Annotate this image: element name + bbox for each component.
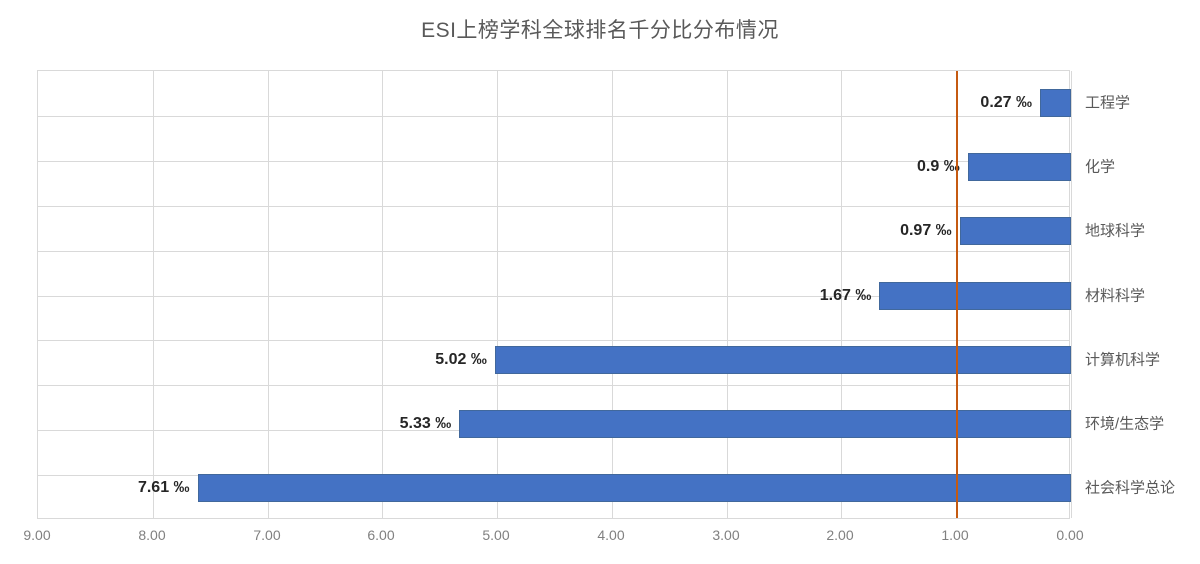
x-axis-tick-label: 6.00 (367, 527, 395, 543)
category-label: 材料科学 (1085, 287, 1146, 304)
x-axis-tick-label: 0.00 (1056, 527, 1084, 543)
gridline-vertical (841, 71, 842, 518)
gridline-vertical (153, 71, 154, 518)
bar[interactable] (494, 345, 1071, 374)
bar[interactable] (879, 281, 1071, 310)
gridline-horizontal (38, 251, 1069, 252)
bar[interactable] (1040, 89, 1071, 118)
gridline-horizontal (38, 116, 1069, 117)
plot-area: 0.27 ‰ 0.9 ‰ 0.97 ‰ 1.67 ‰ 5.02 ‰ 5.33 ‰ 7.61 … (37, 70, 1072, 519)
bar-value-label: 1.67 ‰ (819, 286, 872, 304)
x-axis-tick-label: 1.00 (941, 527, 969, 543)
x-axis-tick-label: 9.00 (23, 527, 51, 543)
reference-line-layer (38, 71, 1069, 518)
x-axis-tick-label: 7.00 (253, 527, 281, 543)
bars-layer: 0.27 ‰ 0.9 ‰ 0.97 ‰ 1.67 ‰ 5.02 ‰ 5.33 ‰ 7.61 … (38, 71, 1071, 518)
gridline-vertical (727, 71, 728, 518)
bar-value-label: 7.61 ‰ (137, 478, 190, 496)
bar-value-label: 0.27 ‰ (980, 94, 1033, 112)
category-label: 环境/生态学 (1085, 415, 1165, 433)
gridline-vertical (268, 71, 269, 518)
bar-value-label: 5.33 ‰ (399, 414, 452, 432)
bar[interactable] (197, 473, 1071, 502)
x-axis-tick-labels: 9.00 8.00 7.00 6.00 5.00 4.00 3.00 2.00 1.00 0.00 (23, 527, 1083, 553)
category-label: 工程学 (1085, 94, 1131, 112)
gridline-vertical (1071, 71, 1072, 518)
chart-title: ESI上榜学科全球排名千分比分布情况 (421, 19, 779, 42)
gridline-horizontal (38, 340, 1069, 341)
gridline-vertical (382, 71, 383, 518)
gridline-vertical (612, 71, 613, 518)
category-label: 计算机科学 (1085, 351, 1161, 369)
category-label: 社会科学总论 (1085, 479, 1176, 497)
x-axis-tick-label: 4.00 (597, 527, 625, 543)
bar-value-label: 0.97 ‰ (900, 222, 952, 240)
category-axis-labels: 工程学化学地球科学材料科学计算机科学环境/生态学 社会科学总论 (1085, 70, 1200, 519)
category-label: 化学 (1085, 158, 1116, 176)
reference-line (956, 71, 958, 518)
bar-value-label: 0.9 ‰ (917, 158, 960, 176)
category-label: 地球科学 (1085, 222, 1146, 240)
bar[interactable] (959, 217, 1071, 246)
x-axis-tick-label: 2.00 (826, 527, 854, 543)
x-axis-tick-label: 5.00 (482, 527, 510, 543)
bar[interactable] (459, 409, 1071, 438)
bar-value-label: 5.02 ‰ (435, 350, 487, 368)
bar[interactable] (967, 153, 1071, 182)
x-axis-tick-label: 3.00 (712, 527, 740, 543)
gridline-vertical (497, 71, 498, 518)
gridline-horizontal (38, 206, 1069, 207)
x-axis-tick-label: 8.00 (138, 527, 166, 543)
gridline-horizontal (38, 385, 1069, 386)
gridline-horizontal (38, 161, 1069, 162)
gridline-horizontal (38, 296, 1069, 297)
